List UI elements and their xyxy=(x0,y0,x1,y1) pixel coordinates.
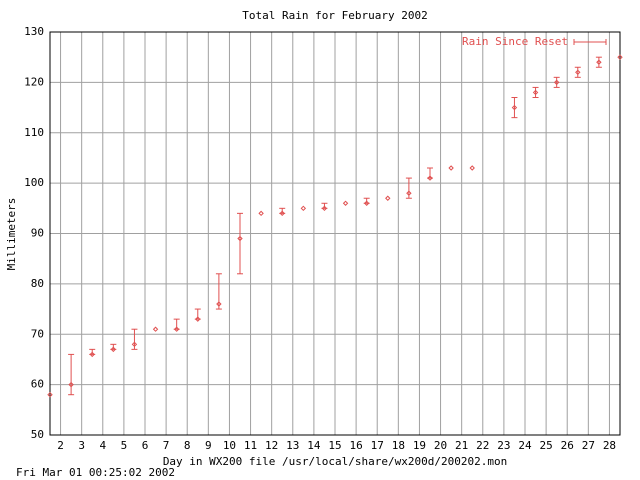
x-tick-label: 10 xyxy=(223,439,236,452)
point xyxy=(68,381,74,388)
x-tick-label: 11 xyxy=(244,439,257,452)
x-tick-label: 27 xyxy=(582,439,595,452)
point xyxy=(427,175,433,181)
x-axis-label: Day in WX200 file /usr/local/share/wx200… xyxy=(163,455,507,468)
x-tick-label: 14 xyxy=(307,439,321,452)
point xyxy=(532,89,539,96)
x-tick-label: 23 xyxy=(497,439,510,452)
point xyxy=(300,205,307,212)
x-tick-label: 19 xyxy=(413,439,426,452)
point xyxy=(553,79,560,86)
x-tick-label: 13 xyxy=(286,439,299,452)
point xyxy=(195,316,201,322)
point xyxy=(469,165,475,171)
footer: Fri Mar 01 00:25:02 2002 xyxy=(16,466,175,479)
y-tick-label: 60 xyxy=(31,378,44,391)
point xyxy=(152,326,159,332)
point xyxy=(342,200,349,206)
y-tick-label: 100 xyxy=(24,176,44,189)
x-tick-label: 5 xyxy=(121,439,128,452)
x-tick-label: 2 xyxy=(57,439,64,452)
y-axis-label: Millimeters xyxy=(5,198,18,271)
point xyxy=(237,235,243,242)
x-tick-label: 12 xyxy=(265,439,278,452)
point xyxy=(89,351,95,358)
y-tick-label: 120 xyxy=(24,75,44,88)
point xyxy=(575,69,581,76)
x-tick-label: 8 xyxy=(184,439,191,452)
point xyxy=(258,210,264,217)
point xyxy=(173,326,180,332)
y-tick-label: 110 xyxy=(24,126,44,139)
point xyxy=(596,59,602,65)
y-tick-label: 130 xyxy=(24,25,44,38)
x-tick-label: 21 xyxy=(455,439,468,452)
plot-frame xyxy=(49,31,621,436)
x-tick-label: 22 xyxy=(476,439,489,452)
point xyxy=(110,346,117,353)
x-tick-label: 3 xyxy=(78,439,85,452)
x-tick-label: 17 xyxy=(371,439,384,452)
x-tick-label: 4 xyxy=(99,439,106,452)
x-tick-label: 16 xyxy=(349,439,362,452)
y-tick-label: 80 xyxy=(31,277,44,290)
point xyxy=(448,165,454,171)
point xyxy=(216,301,222,307)
x-tick-label: 20 xyxy=(434,439,447,452)
x-tick-label: 9 xyxy=(205,439,212,452)
y-tick-label: 70 xyxy=(31,327,44,340)
point xyxy=(385,195,391,201)
point xyxy=(47,391,53,398)
point xyxy=(363,200,370,206)
point xyxy=(321,205,328,212)
legend-label: Rain Since Reset xyxy=(462,35,568,48)
x-tick-label: 24 xyxy=(518,439,532,452)
x-tick-label: 28 xyxy=(603,439,616,452)
point xyxy=(511,104,518,111)
x-tick-label: 6 xyxy=(142,439,149,452)
x-tick-label: 18 xyxy=(392,439,405,452)
y-tick-label: 90 xyxy=(31,227,44,240)
x-tick-label: 15 xyxy=(328,439,341,452)
point xyxy=(279,210,285,217)
x-tick-label: 7 xyxy=(163,439,170,452)
point xyxy=(617,54,623,60)
x-tick-label: 25 xyxy=(539,439,552,452)
point xyxy=(131,341,138,348)
y-tick-label: 50 xyxy=(31,428,44,441)
point xyxy=(406,190,412,196)
chart-title: Total Rain for February 2002 xyxy=(242,9,427,22)
x-tick-label: 26 xyxy=(561,439,574,452)
